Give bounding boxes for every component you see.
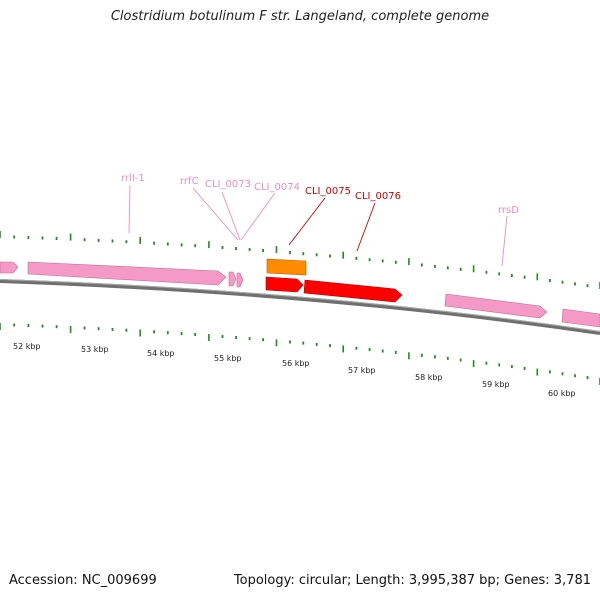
scale-label: 59 kbp	[482, 380, 510, 389]
scale-label: 53 kbp	[81, 345, 109, 354]
scale-label: 60 kbp	[548, 389, 576, 398]
rna-features	[0, 261, 600, 328]
feature-label-CLI_0075: CLI_0075	[305, 186, 351, 197]
scale-label: 57 kbp	[348, 366, 376, 375]
feature-label-rrsD: rrsD	[498, 205, 519, 216]
feature-labels: rrlI-1 rrfC CLI_0073 CLI_0074 CLI_0075 C…	[121, 173, 519, 216]
gene-CLI_0075	[265, 276, 304, 293]
scale-label: 58 kbp	[415, 373, 443, 382]
accession-label: Accession: NC_009699	[9, 573, 157, 588]
rna-feature-rrsD	[444, 293, 548, 319]
map-title: Clostridium botulinum F str. Langeland, …	[110, 9, 490, 24]
genome-backbone	[0, 279, 600, 335]
gene-orange	[266, 258, 307, 276]
scale-label: 56 kbp	[282, 359, 310, 368]
scale-labels: 52 kbp 53 kbp 54 kbp 55 kbp 56 kbp 57 kb…	[13, 342, 576, 398]
label-leaders	[128, 184, 508, 267]
tick-row-upper	[0, 231, 600, 289]
feature-label-rrfC: rrfC	[180, 176, 199, 187]
rna-feature-left-edge	[0, 261, 19, 274]
feature-label-CLI_0074: CLI_0074	[254, 182, 300, 193]
feature-label-CLI_0073: CLI_0073	[205, 179, 251, 190]
rna-feature-small	[236, 272, 244, 288]
rna-feature-right-edge	[561, 308, 600, 328]
feature-label-rrlI-1: rrlI-1	[121, 173, 145, 184]
rna-feature-rrlI-1	[27, 261, 227, 286]
tick-row-lower	[0, 323, 600, 385]
genome-summary: Topology: circular; Length: 3,995,387 bp…	[233, 573, 591, 588]
scale-label: 52 kbp	[13, 342, 41, 351]
feature-label-CLI_0076: CLI_0076	[355, 191, 401, 202]
scale-label: 55 kbp	[214, 354, 242, 363]
rna-feature-rrfC	[228, 271, 237, 287]
scale-label: 54 kbp	[147, 349, 175, 358]
gene-CLI_0076	[303, 279, 403, 303]
